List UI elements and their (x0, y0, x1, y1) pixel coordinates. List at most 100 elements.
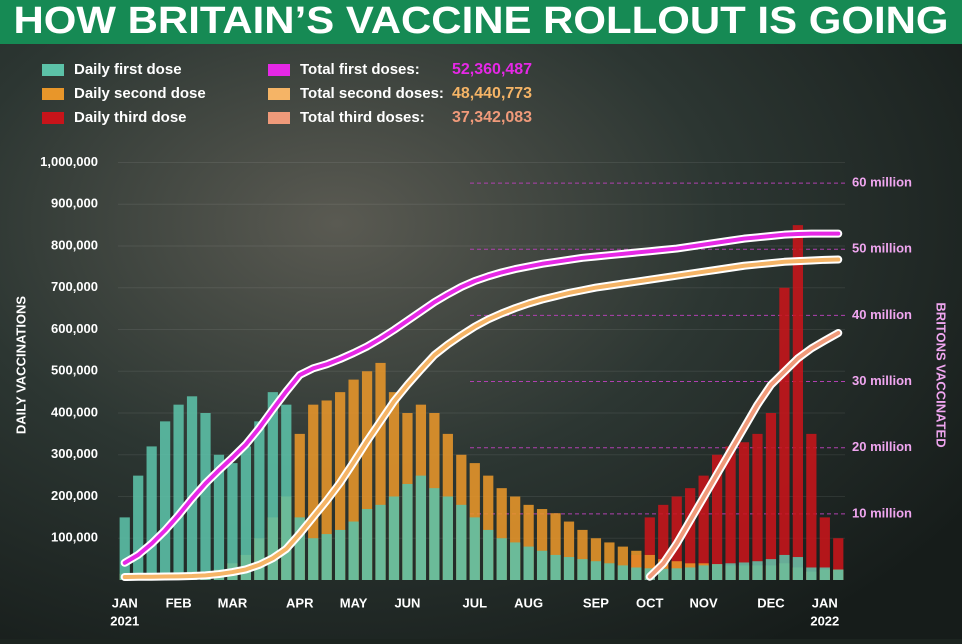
bar (711, 454, 723, 580)
x-tick-label: OCT (636, 595, 664, 610)
bar (442, 496, 453, 580)
y-tick-label: 300,000 (51, 446, 98, 461)
y2-tick-label: 40 million (852, 307, 912, 322)
x-tick-label: JUL (462, 595, 487, 610)
legend-label: Daily third dose (74, 109, 187, 126)
y2-tick-label: 20 million (852, 439, 912, 454)
y2-tick-label: 60 million (852, 175, 912, 190)
grid (118, 162, 845, 539)
bar (563, 557, 575, 580)
legend-total: 48,440,773 (452, 85, 532, 102)
bar (536, 550, 548, 580)
bar (415, 475, 427, 580)
bar (644, 517, 655, 580)
bar (550, 513, 561, 580)
bar (563, 521, 575, 580)
bar (644, 554, 655, 580)
y-tick-label: 700,000 (51, 279, 98, 294)
bar (685, 567, 696, 580)
bar (792, 557, 803, 580)
bar (725, 563, 736, 580)
bar (308, 404, 319, 580)
bar (550, 554, 561, 580)
bar (173, 404, 184, 580)
bar (402, 483, 413, 580)
legend-label: Total first doses: (300, 61, 420, 78)
bar (510, 496, 521, 580)
bar (792, 225, 803, 580)
legend-swatch (42, 112, 64, 124)
bar (200, 413, 211, 580)
legend-swatch (268, 64, 290, 76)
bar (483, 529, 494, 580)
bar (536, 509, 548, 580)
bar (335, 529, 346, 580)
bar (429, 488, 440, 580)
bar (685, 488, 696, 580)
bar (281, 404, 292, 580)
bar (658, 504, 669, 580)
legend-label: Daily second dose (74, 85, 206, 102)
bar (321, 400, 332, 580)
x-tick-label: FEB (166, 595, 192, 610)
bar (160, 421, 171, 580)
bar (819, 517, 830, 580)
y-tick-label: 900,000 (51, 196, 98, 211)
bar (294, 517, 305, 580)
bar (133, 475, 144, 580)
bar (119, 517, 130, 580)
legend-label: Total second doses: (300, 85, 444, 102)
lines (120, 229, 843, 582)
bar (240, 446, 252, 580)
y-tick-label: 1,000,000 (40, 154, 98, 169)
x-tick-label: DEC (757, 595, 785, 610)
bar (671, 568, 682, 580)
bar (752, 561, 763, 580)
chart-title: HOW BRITAIN’S VACCINE ROLLOUT IS GOING (14, 0, 949, 42)
bar (698, 565, 709, 580)
bar (348, 521, 359, 580)
x-tick-label: MAR (218, 595, 248, 610)
y2-tick-label: 50 million (852, 241, 912, 256)
bar (361, 509, 373, 580)
y-tick-label: 800,000 (51, 237, 98, 252)
bar (752, 433, 763, 580)
bar (833, 569, 844, 580)
legend-label: Total third doses: (300, 109, 425, 126)
bar (456, 504, 467, 580)
legend-swatch (268, 112, 290, 124)
bar (738, 562, 750, 580)
x-year-label: 2022 (810, 613, 839, 628)
bar (617, 565, 628, 580)
y-tick-label: 600,000 (51, 321, 98, 336)
y-tick-label: 400,000 (51, 404, 98, 419)
x-tick-label: SEP (583, 595, 609, 610)
x-tick-label: JAN (812, 595, 838, 610)
bar (361, 371, 373, 580)
bar (375, 362, 386, 580)
bar (523, 546, 534, 580)
bar (146, 446, 157, 580)
bar (186, 396, 198, 580)
labels: 100,000 200,000 300,000 400,000 500,000 600,0… (40, 61, 912, 628)
bar (388, 392, 400, 580)
x-tick-label: NOV (690, 595, 719, 610)
bar (631, 550, 642, 580)
x-tick-label: AUG (514, 595, 543, 610)
bar (725, 446, 736, 580)
bar (483, 475, 494, 580)
title-bar (0, 0, 962, 44)
bar (577, 529, 588, 580)
legend-swatch (268, 88, 290, 100)
legend-total: 37,342,083 (452, 109, 532, 126)
bar (267, 392, 278, 580)
x-year-label: 2021 (110, 613, 139, 628)
bar (590, 538, 602, 580)
bar (213, 454, 225, 580)
bar (227, 463, 238, 580)
bar (765, 559, 777, 580)
bar (294, 433, 305, 580)
x-tick-label: JUN (394, 595, 420, 610)
bar (254, 421, 265, 580)
